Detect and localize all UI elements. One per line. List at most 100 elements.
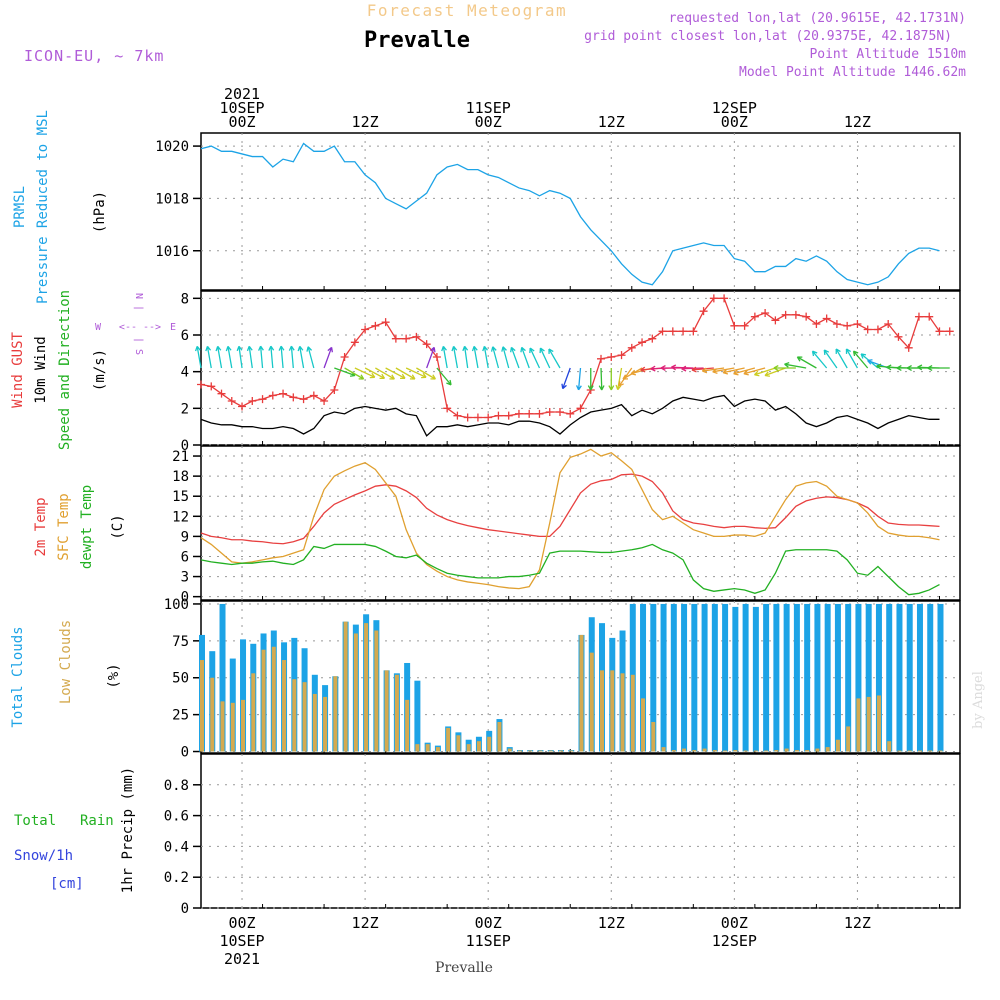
wind-direction-arrow (288, 345, 295, 369)
wind-direction-arrow (722, 367, 745, 375)
cloud-unit: (%) (106, 663, 122, 688)
wind-direction-arrow (615, 367, 623, 391)
time-label-bottom: 12Z (598, 914, 625, 932)
clouds-bar-total-clouds (886, 603, 893, 752)
gust-point (484, 413, 493, 422)
gust-point (802, 312, 811, 321)
gust-point (555, 408, 564, 416)
clouds-bar-total-clouds (855, 603, 862, 752)
clouds-bar-low-clouds (651, 722, 656, 752)
clouds-bar-low-clouds (425, 744, 430, 752)
wind-direction-arrow (344, 367, 365, 380)
clouds-bar-total-clouds (711, 603, 718, 752)
pressure-label-2: Pressure Reduced to MSL (35, 110, 51, 304)
clouds-bar-low-clouds (282, 660, 287, 752)
gust-point (473, 413, 482, 422)
gust-point (504, 411, 513, 420)
wind-direction-arrow (764, 367, 786, 377)
compass-we: <-- --> (119, 322, 161, 333)
requested-coords: requested lon,lat (20.9615E, 42.1731N) (669, 11, 966, 26)
wind-direction-arrow (561, 367, 571, 390)
precip-ytick-label: 0.4 (164, 839, 189, 855)
clouds-bar-low-clouds (507, 748, 512, 752)
clouds-bar-low-clouds (364, 623, 369, 752)
wind-direction-arrow (598, 367, 605, 391)
clouds-bar-low-clouds (712, 750, 717, 752)
clouds-bar-total-clouds (640, 603, 647, 752)
clouds-bar-low-clouds (220, 701, 225, 752)
gust-point (853, 320, 862, 328)
wind-direction-arrow (548, 348, 561, 369)
wind-direction-arrow (784, 361, 807, 369)
wind-label-10m: 10m Wind (33, 336, 49, 403)
clouds-bar-total-clouds (845, 603, 852, 752)
wind-direction-arrow (712, 367, 735, 375)
clouds-bar-total-clouds (896, 603, 903, 752)
gust-point (771, 316, 780, 325)
clouds-bar-low-clouds (271, 646, 276, 752)
gust-point (597, 354, 606, 363)
clouds-bar-total-clouds (722, 603, 729, 752)
wind-direction-arrow (246, 345, 253, 369)
clouds-bar-total-clouds (793, 603, 800, 752)
chart-title: Forecast Meteogram (367, 1, 567, 20)
wind-ytick-label: 2 (181, 401, 189, 417)
clouds-bar-total-clouds (783, 603, 790, 752)
wind-direction-arrow (490, 346, 500, 369)
clouds-bar-total-clouds (927, 603, 934, 752)
clouds-bar-low-clouds (497, 722, 502, 752)
gust-point (381, 318, 390, 327)
gust-point (320, 397, 329, 405)
cloud-label-total: Total Clouds (10, 626, 26, 727)
wind-direction-arrow (773, 365, 796, 371)
gust-point (730, 321, 739, 330)
time-label-bottom: 00Z (228, 914, 255, 932)
gust-point (309, 391, 318, 400)
gust-point (638, 338, 647, 347)
pressure-panel: 1016 1018 1020 (155, 132, 961, 291)
cloud-labels: Total Clouds Low Clouds (%) (10, 620, 122, 728)
clouds-bar-low-clouds (394, 674, 399, 752)
gust-point (679, 327, 688, 336)
wind-direction-arrow (587, 368, 594, 391)
wind-ytick-label: 6 (181, 328, 189, 344)
clouds-bar-low-clouds (630, 674, 635, 752)
gust-point (822, 314, 831, 323)
pressure-ytick-label: 1020 (155, 139, 189, 155)
wind-direction-arrow (426, 346, 436, 369)
gust-point (545, 408, 554, 416)
gust-point (402, 334, 411, 343)
clouds-bar-total-clouds (804, 603, 811, 752)
gust-point (812, 320, 821, 328)
clouds-bar-low-clouds (723, 750, 728, 752)
wind-direction-arrow (482, 345, 489, 369)
clouds-bar-low-clouds (466, 744, 471, 752)
gust-point (289, 393, 298, 402)
clouds-bar-total-clouds (752, 606, 759, 752)
wind-ytick-label: 0 (181, 438, 189, 454)
clouds-bar-total-clouds (650, 603, 657, 752)
clouds-bar-total-clouds (773, 603, 780, 752)
gust-point (925, 312, 934, 321)
clouds-bar-low-clouds (835, 739, 840, 752)
temp-unit: (C) (110, 514, 126, 539)
time-label-bottom: 12SEP (712, 932, 757, 950)
clouds-bar-low-clouds (292, 679, 297, 752)
temp-series-dewpt-temp (200, 543, 940, 596)
gust-point (514, 409, 523, 418)
pressure-labels: PRMSL Pressure Reduced to MSL (hPa) (12, 110, 108, 304)
time-label-top: 2021 (224, 85, 260, 103)
cloud-label-low: Low Clouds (58, 620, 74, 704)
clouds-bar-total-clouds (414, 680, 421, 752)
clouds-bar-total-clouds (701, 603, 708, 752)
clouds-bar-low-clouds (548, 750, 553, 752)
clouds-bar-total-clouds (742, 603, 749, 752)
time-label-top: 10SEP (219, 99, 264, 117)
precip-labels: Total Rain Snow/1h [cm] 1hr Precip (mm) (14, 767, 136, 893)
clouds-bar-total-clouds (865, 603, 872, 752)
gust-point (432, 353, 441, 361)
clouds-bar-total-clouds (824, 603, 831, 752)
temp-label-dewpt: dewpt Temp (79, 485, 95, 569)
clouds-bar-low-clouds (558, 750, 563, 752)
wind-direction-arrow (845, 348, 858, 369)
